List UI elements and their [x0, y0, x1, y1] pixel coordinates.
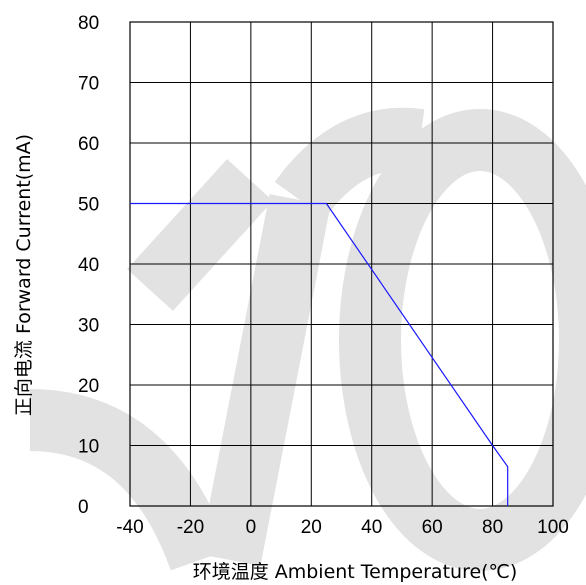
x-tick-label: -20	[177, 517, 204, 538]
y-tick-label: 40	[78, 255, 99, 276]
x-tick-labels: -40 -20 0 20 40 60 80 100	[116, 517, 569, 538]
watermark-logo	[29, 107, 586, 571]
y-tick-label: 60	[78, 134, 99, 155]
y-tick-label: 10	[78, 437, 99, 458]
y-tick-label: 0	[78, 497, 89, 518]
y-tick-labels: 0 10 20 30 40 50 60 70 80	[78, 13, 99, 518]
y-tick-label: 20	[78, 376, 99, 397]
grid	[130, 22, 553, 506]
series-line	[130, 202, 509, 506]
x-tick-label: 20	[301, 517, 322, 538]
x-axis-label: 环境温度 Ambient Temperature(℃)	[193, 561, 518, 583]
plot-border	[129, 21, 554, 507]
x-tick-label: 100	[537, 517, 569, 538]
x-tick-label: 80	[482, 517, 503, 538]
x-tick-label: 0	[246, 517, 257, 538]
x-tick-label: -40	[116, 517, 143, 538]
y-tick-label: 50	[78, 195, 99, 216]
x-tick-label: 60	[422, 517, 443, 538]
y-tick-label: 80	[78, 13, 99, 34]
plot-frame	[129, 21, 554, 507]
y-axis-label: 正向电流 Forward Current(mA)	[13, 134, 35, 416]
y-tick-label: 70	[78, 74, 99, 95]
y-tick-label: 30	[78, 316, 99, 337]
series-group	[130, 202, 509, 506]
x-tick-label: 40	[361, 517, 382, 538]
